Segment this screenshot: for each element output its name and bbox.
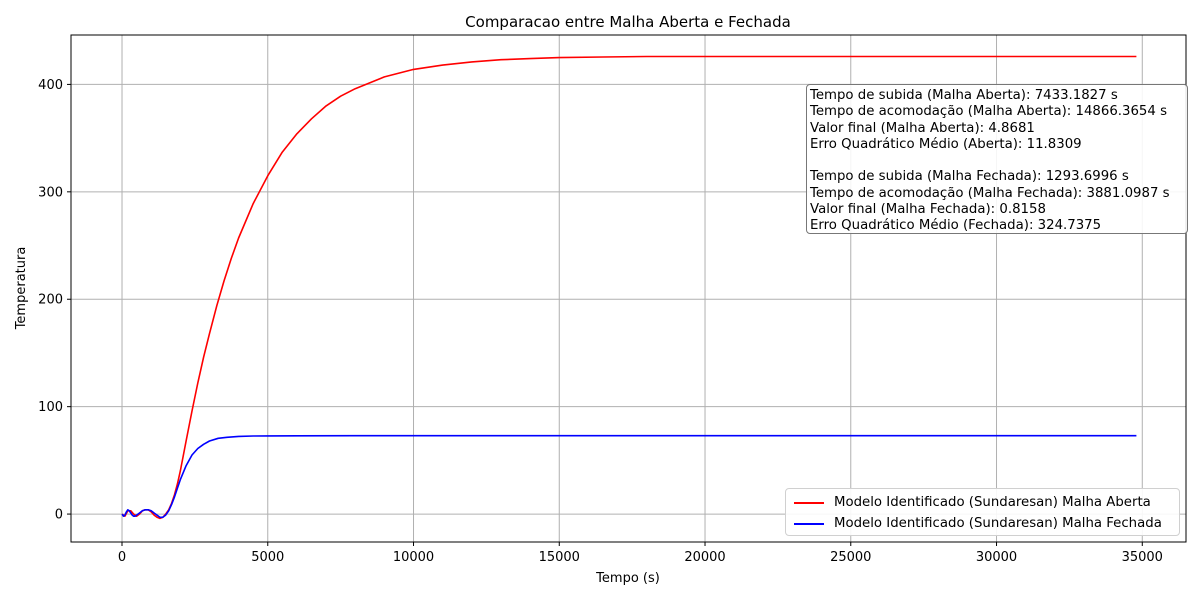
y-tick-label: 200	[38, 293, 63, 308]
y-tick-label: 400	[38, 78, 63, 93]
stats-line: Valor final (Malha Aberta): 4.8681	[810, 120, 1035, 136]
plot-frame	[70, 34, 1187, 543]
legend-swatch-closed-loop	[794, 522, 824, 525]
stats-line: Tempo de acomodação (Malha Aberta): 1486…	[810, 104, 1168, 120]
x-tick-label: 15000	[539, 550, 580, 565]
stats-line: Erro Quadrático Médio (Aberta): 11.8309	[810, 136, 1082, 152]
series-layer	[121, 55, 1137, 520]
y-tick-label: 0	[55, 508, 63, 523]
x-axis-label: Tempo (s)	[595, 571, 660, 586]
stats-line: Valor final (Malha Fechada): 0.8158	[810, 202, 1046, 218]
legend-item-open-loop: Modelo Identificado (Sundaresan) Malha A…	[794, 492, 1171, 513]
legend-swatch-open-loop	[794, 501, 824, 504]
legend: Modelo Identificado (Sundaresan) Malha A…	[785, 488, 1180, 536]
legend-item-closed-loop: Modelo Identificado (Sundaresan) Malha F…	[794, 513, 1171, 534]
stats-line: Tempo de acomodação (Malha Fechada): 388…	[810, 185, 1170, 201]
axis-ticks: 0 5000 10000 15000 20000 25000 30000 35000 0 100 2…	[38, 78, 1163, 565]
chart-title: Comparacao entre Malha Aberta e Fechada	[465, 13, 791, 31]
stats-spacer	[810, 153, 1187, 169]
x-tick-label: 25000	[830, 550, 871, 565]
stats-line: Tempo de subida (Malha Aberta): 7433.182…	[810, 88, 1118, 103]
y-tick-label: 100	[38, 400, 63, 415]
x-tick-label: 35000	[1122, 550, 1163, 565]
y-axis-label: Temperatura	[14, 247, 29, 331]
legend-label-closed-loop: Modelo Identificado (Sundaresan) Malha F…	[834, 516, 1162, 531]
x-tick-label: 5000	[251, 550, 284, 565]
stats-line: Tempo de subida (Malha Fechada): 1293.69…	[810, 169, 1129, 185]
x-tick-label: 0	[118, 550, 126, 565]
y-tick-label: 300	[38, 185, 63, 200]
legend-label-open-loop: Modelo Identificado (Sundaresan) Malha A…	[834, 495, 1151, 510]
stats-line: Erro Quadrático Médio (Fechada): 324.737…	[810, 218, 1102, 234]
series-line-closed-loop	[121, 434, 1137, 519]
x-tick-label: 30000	[976, 550, 1017, 565]
x-tick-label: 20000	[684, 550, 725, 565]
stats-annotation-box: Tempo de subida (Malha Aberta): 7433.182…	[806, 84, 1188, 234]
x-tick-label: 10000	[393, 550, 434, 565]
